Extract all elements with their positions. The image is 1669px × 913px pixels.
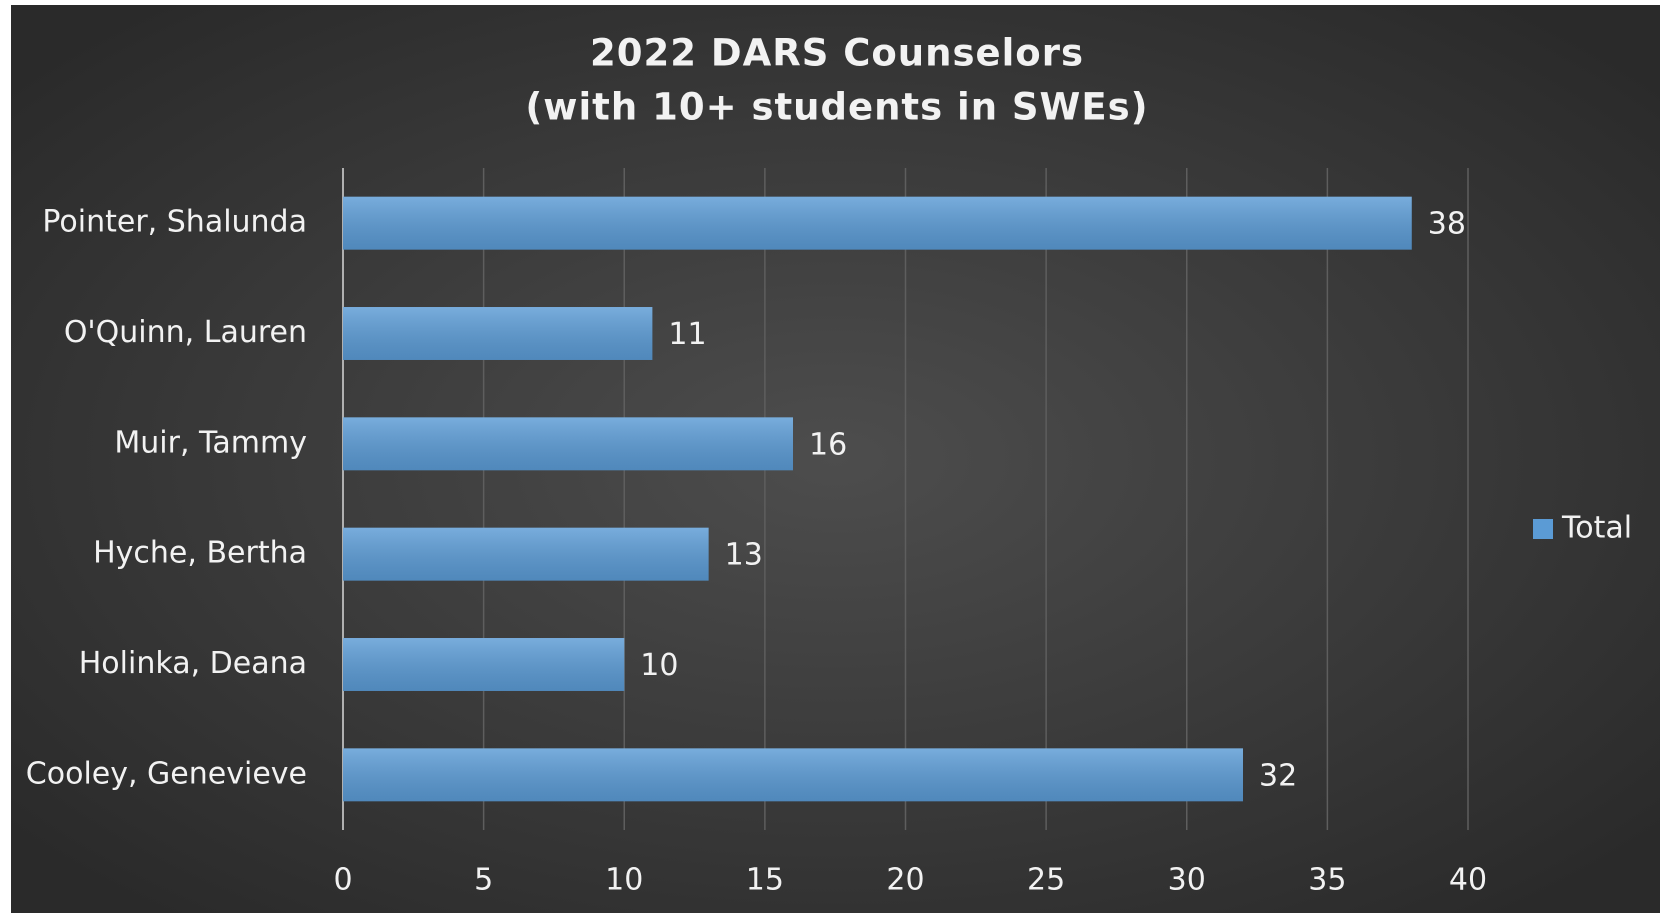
- y-tick-label: O'Quinn, Lauren: [64, 315, 307, 350]
- x-tick-label: 15: [746, 863, 784, 898]
- data-label: 32: [1259, 758, 1297, 793]
- data-label: 11: [668, 317, 706, 352]
- x-tick-label: 30: [1168, 863, 1206, 898]
- y-tick-label: Pointer, Shalunda: [42, 205, 307, 240]
- x-tick-label: 35: [1308, 863, 1346, 898]
- data-label: 13: [725, 538, 763, 573]
- legend-swatch: [1533, 519, 1553, 539]
- chart-title: (with 10+ students in SWEs): [525, 86, 1148, 129]
- data-label: 38: [1428, 207, 1466, 242]
- chart-title: 2022 DARS Counselors: [590, 32, 1084, 75]
- x-tick-label: 25: [1027, 863, 1065, 898]
- y-tick-label: Hyche, Bertha: [93, 536, 307, 571]
- x-tick-label: 40: [1449, 863, 1487, 898]
- y-tick-label: Holinka, Deana: [79, 646, 307, 681]
- x-tick-label: 10: [605, 863, 643, 898]
- y-tick-label: Cooley, Genevieve: [26, 756, 307, 791]
- bar-shade: [343, 417, 793, 471]
- bar-shade: [343, 638, 625, 691]
- data-label: 16: [809, 427, 847, 462]
- x-tick-label: 20: [886, 863, 924, 898]
- bar-shade: [343, 196, 1412, 250]
- x-tick-label: 0: [333, 863, 352, 898]
- bar-shade: [343, 307, 653, 360]
- bar-shade: [343, 748, 1243, 802]
- data-label: 10: [640, 648, 678, 683]
- legend-label: Total: [1561, 511, 1632, 546]
- y-tick-label: Muir, Tammy: [114, 425, 307, 460]
- x-tick-label: 5: [474, 863, 493, 898]
- bar-shade: [343, 527, 709, 581]
